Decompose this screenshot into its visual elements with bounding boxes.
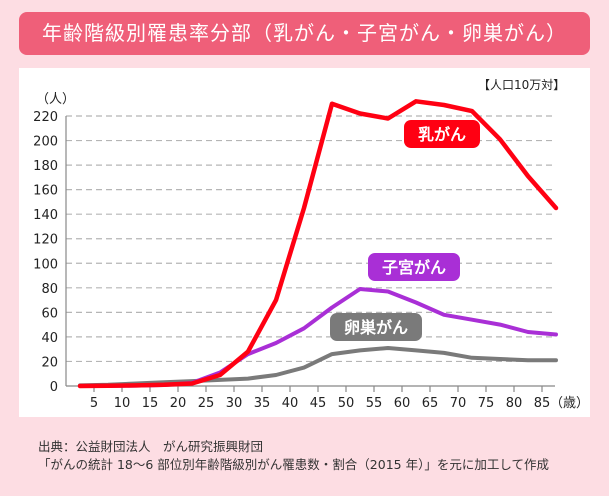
y-tick-label: 160 <box>33 184 58 199</box>
x-tick-label: 80 <box>506 396 523 411</box>
y-axis-label: （人） <box>36 92 75 107</box>
series-label-uterine: 子宮がん <box>382 258 446 277</box>
unit-note: 【人口10万対】 <box>478 78 565 92</box>
source-note: 出典：公益財団法人 がん研究振興財団 「がんの統計 18～6 部位別年齢階級別が… <box>38 438 549 474</box>
series-label-ovarian: 卵巣がん <box>344 318 408 337</box>
y-tick-label: 100 <box>33 257 58 272</box>
series-line-breast <box>77 99 559 389</box>
source-line-1: 出典：公益財団法人 がん研究振興財団 <box>38 439 264 454</box>
x-tick-label: 55 <box>366 396 383 411</box>
x-tick-label: 40 <box>282 396 299 411</box>
source-line-2: 「がんの統計 18～6 部位別年齢階級別がん罹患数・割合（2015 年）」を元に… <box>38 457 549 472</box>
x-axis-label: （歳） <box>550 396 589 411</box>
series-line-ovarian <box>78 346 558 388</box>
y-tick-label: 180 <box>33 159 58 174</box>
x-tick-label: 45 <box>310 396 327 411</box>
x-tick-label: 70 <box>450 396 467 411</box>
x-tick-label: 35 <box>254 396 271 411</box>
x-tick-label: 65 <box>422 396 439 411</box>
series-label-breast: 乳がん <box>418 125 466 144</box>
x-tick-label: 75 <box>478 396 495 411</box>
x-tick-label: 60 <box>394 396 411 411</box>
x-tick-label: 15 <box>142 396 159 411</box>
y-tick-label: 20 <box>41 355 58 370</box>
x-tick-label: 85 <box>534 396 551 411</box>
chart-title: 年齢階級別罹患率分部（乳がん・子宮がん・卵巣がん） <box>19 12 590 55</box>
y-tick-label: 80 <box>41 282 58 297</box>
y-tick-label: 0 <box>50 380 58 395</box>
series-label-bg-uterine <box>368 253 460 281</box>
x-tick-label: 5 <box>90 396 98 411</box>
x-tick-label: 10 <box>114 396 131 411</box>
y-tick-label: 220 <box>33 110 58 125</box>
y-tick-label: 40 <box>41 331 58 346</box>
x-tick-label: 25 <box>198 396 215 411</box>
x-tick-label: 50 <box>338 396 355 411</box>
x-tick-label: 20 <box>170 396 187 411</box>
y-tick-label: 60 <box>41 306 58 321</box>
x-tick-label: 30 <box>226 396 243 411</box>
y-tick-label: 200 <box>33 135 58 150</box>
series-label-bg-ovarian <box>330 313 422 341</box>
y-tick-label: 140 <box>33 208 58 223</box>
y-tick-label: 120 <box>33 233 58 248</box>
series-label-bg-breast <box>404 120 480 148</box>
